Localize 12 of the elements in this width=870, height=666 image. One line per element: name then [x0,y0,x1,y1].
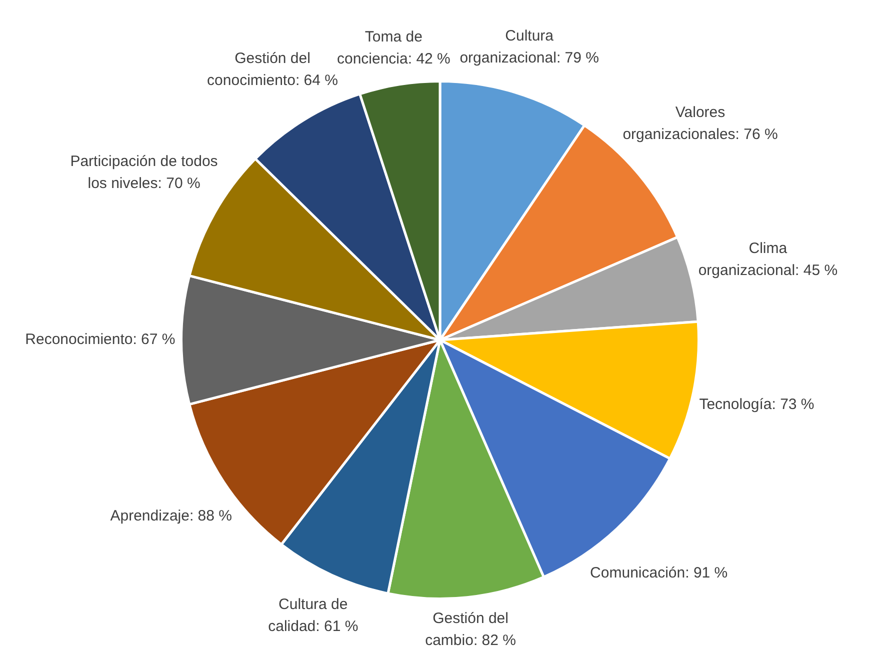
slice-label: Cultura organizacional: 79 % [460,27,599,66]
slice-label: Tecnología: 73 % [699,396,814,414]
slice-label: Aprendizaje: 88 % [110,508,232,525]
slice-label: Valores organizacionales: 76 % [622,104,778,143]
slice-label: Toma de conciencia: 42 % [336,28,450,68]
slice-label: Reconocimiento: 67 % [25,331,176,348]
slice-label: Comunicación: 91 % [590,564,728,582]
slice-label: Cultura de calidad: 61 % [268,596,358,635]
slice-label: Participación de todos los niveles: 70 % [70,153,218,192]
slice-label: Clima organizacional: 45 % [698,240,838,279]
slice-label: Gestión del conocimiento: 64 % [207,50,338,89]
slice-label: Gestión del cambio: 82 % [425,610,516,649]
